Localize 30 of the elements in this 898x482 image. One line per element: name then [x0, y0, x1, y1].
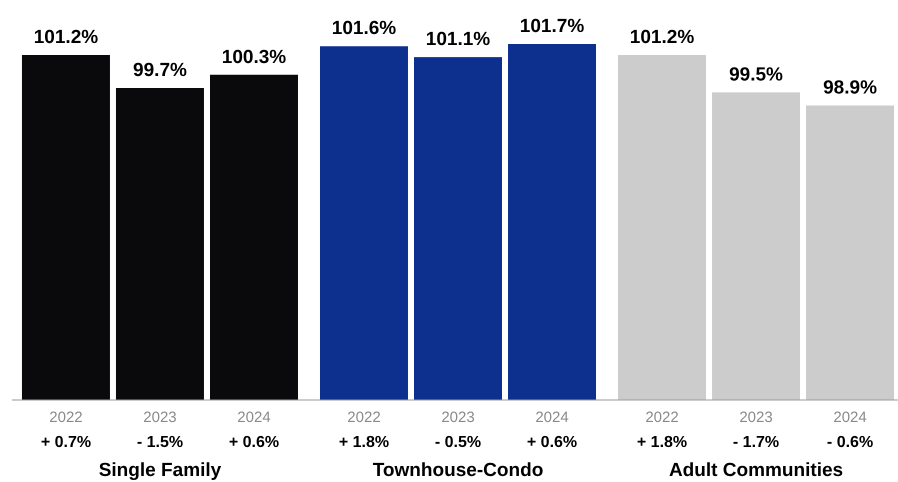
x-tick-label: 2023: [143, 409, 177, 426]
text: - 1.7%: [732, 434, 780, 451]
data-label: 100.3%: [222, 46, 286, 68]
data-label: 101.2%: [34, 26, 98, 48]
x-tick-label: 2024: [535, 409, 569, 426]
text: + 0.6%: [526, 434, 578, 451]
text: Single Family: [98, 460, 222, 481]
text: + 1.8%: [636, 434, 688, 451]
data-label: 101.2%: [630, 26, 694, 48]
x-tick-label: 2023: [739, 409, 773, 426]
data-label: 99.7%: [133, 60, 188, 81]
text: Adult Communities: [668, 460, 844, 481]
x-tick-label: 2023: [441, 409, 475, 426]
data-label: 99.5%: [729, 64, 784, 86]
data-label: 98.9%: [823, 78, 878, 99]
x-tick-label: 2022: [645, 409, 679, 426]
text: + 0.6%: [228, 434, 280, 451]
text: Townhouse-Condo: [372, 460, 544, 481]
x-tick-label: 2022: [49, 409, 83, 426]
data-label: 101.6%: [332, 18, 396, 40]
x-tick-label: 2024: [833, 409, 867, 426]
text: + 0.7%: [40, 434, 92, 451]
text: + 1.8%: [338, 434, 390, 451]
text: - 0.5%: [434, 434, 482, 451]
text: - 1.5%: [136, 434, 184, 451]
data-label: 101.7%: [520, 16, 584, 37]
data-label: 101.1%: [426, 29, 490, 50]
text: - 0.6%: [826, 434, 874, 451]
x-tick-label: 2024: [237, 409, 271, 426]
x-tick-label: 2022: [347, 409, 381, 426]
